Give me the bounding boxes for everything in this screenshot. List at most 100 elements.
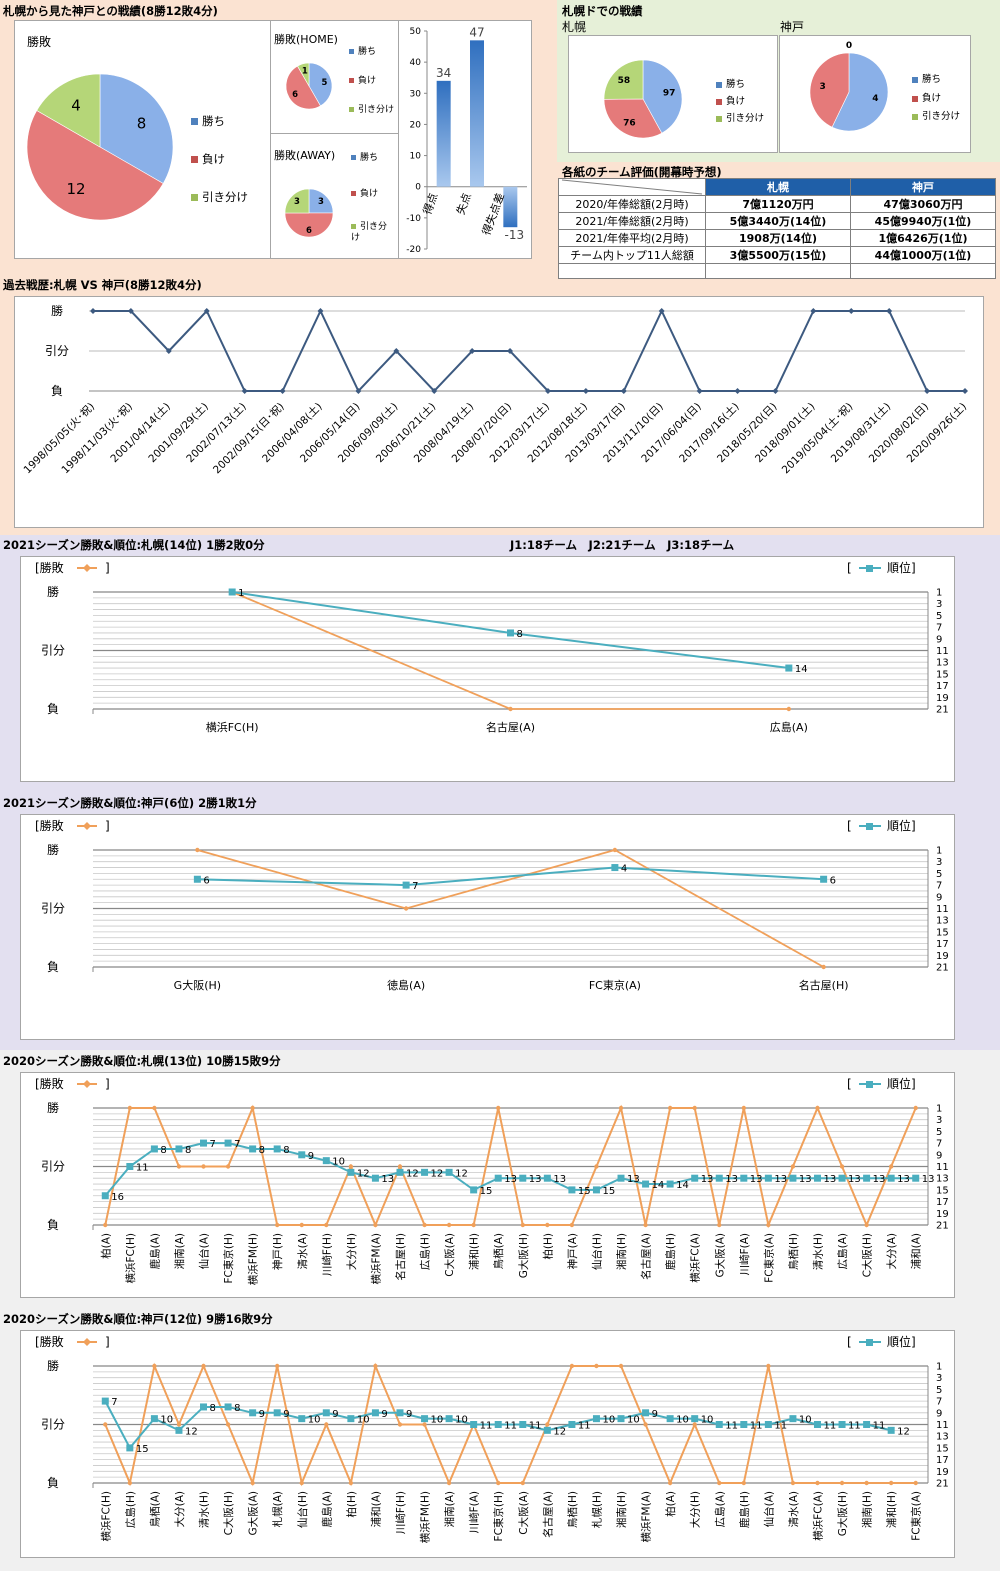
- y-result-label: 引分: [41, 1160, 65, 1174]
- season-2021-sapporo-title: 2021シーズン勝敗&順位:札幌(14位) 1勝2敗0分: [3, 538, 265, 552]
- rank-tick-label: 3: [936, 1115, 942, 1126]
- away-pie-chart: 3 6 3: [284, 188, 334, 238]
- legend-result-marker: [83, 1338, 91, 1346]
- rank-value-label: 13: [823, 1174, 836, 1185]
- rank-tick-label: 7: [936, 881, 942, 892]
- rank-value-label: 15: [136, 1444, 149, 1455]
- legend-label: 引き分け: [351, 222, 388, 243]
- x-category-label: 横浜FM(A): [640, 1491, 653, 1542]
- bar-value-label: -13: [505, 228, 525, 242]
- legend-draw-label: 引き分け: [202, 190, 248, 204]
- result-point: [152, 1105, 157, 1111]
- x-date-label: 2002/09/15(日･祝): [210, 400, 286, 476]
- result-series-line: [104, 1362, 916, 1487]
- result-point: [201, 1164, 206, 1169]
- x-category-label: G大阪(H): [517, 1233, 530, 1278]
- x-category-label: 浦和(A): [910, 1233, 923, 1269]
- rank-value-label: 10: [332, 1157, 345, 1168]
- result-point: [225, 1422, 231, 1427]
- legend-label: 負け: [360, 189, 379, 199]
- legend-label: 勝ち: [360, 153, 379, 163]
- x-category-label: FC東京(H): [222, 1233, 235, 1283]
- legend-result-label: [勝敗: [35, 818, 64, 833]
- rank-point: [445, 1168, 453, 1176]
- x-category-label: 横浜FC(H): [206, 720, 259, 734]
- pie-slice-draw: [284, 188, 310, 214]
- rank-point: [611, 864, 619, 872]
- rank-tick-label: 5: [936, 1127, 942, 1138]
- result-point: [446, 1222, 452, 1228]
- rank-value-label: 15: [578, 1186, 591, 1197]
- dome-sapporo-label: 札幌: [562, 20, 587, 34]
- legend-label: 引き分け: [358, 105, 395, 115]
- x-category-label: 神戸(A): [566, 1233, 579, 1269]
- x-category-label: 鳥栖(A): [492, 1233, 505, 1269]
- result-point: [152, 1363, 157, 1369]
- rank-tick-label: 17: [936, 681, 949, 692]
- y-label: 勝: [51, 303, 63, 318]
- result-point: [913, 1105, 918, 1111]
- x-category-label: 横浜FM(H): [419, 1491, 432, 1543]
- rank-point: [691, 1174, 699, 1182]
- result-point: [618, 1105, 624, 1111]
- x-category-label: 鹿島(H): [664, 1233, 677, 1270]
- rank-point: [740, 1174, 748, 1182]
- rank-point: [421, 1168, 429, 1176]
- rank-point: [715, 1421, 723, 1428]
- rank-tick-label: 15: [936, 1443, 949, 1454]
- rank-point: [101, 1397, 109, 1405]
- total-pie-title: 勝敗: [27, 35, 52, 49]
- rank-tick-label: 13: [936, 1432, 949, 1443]
- rank-tick-label: 1: [936, 588, 942, 599]
- rank-tick-label: 13: [936, 658, 949, 669]
- result-point: [612, 847, 618, 853]
- result-point: [250, 1105, 255, 1111]
- rank-point: [519, 1174, 527, 1182]
- y-result-label: 負: [47, 1476, 59, 1490]
- rank-tick-label: 1: [936, 1104, 942, 1115]
- dome-kobe-label: 神戸: [780, 20, 805, 34]
- rank-point: [785, 664, 793, 672]
- result-point: [274, 1363, 280, 1369]
- x-category-label: 浦和(H): [468, 1233, 481, 1270]
- x-category-label: 大分(A): [885, 1233, 898, 1269]
- home-pie-chart: 5 6 1: [285, 62, 333, 110]
- x-date-label: 1998/11/03(火･祝): [59, 400, 135, 476]
- rank-value-label: 9: [308, 1151, 314, 1162]
- result-point: [692, 1105, 697, 1111]
- x-category-label: 仙台(A): [198, 1233, 211, 1269]
- y-result-label: 勝: [47, 1100, 59, 1115]
- loss-swatch: [351, 191, 356, 196]
- rank-tick-label: 9: [936, 1408, 942, 1419]
- rank-value-label: 15: [480, 1186, 493, 1197]
- rank-value-label: 8: [160, 1145, 166, 1156]
- rank-value-label: 9: [283, 1409, 289, 1420]
- rank-point: [887, 1426, 895, 1434]
- rank-tick-label: 19: [936, 693, 949, 704]
- row-sapporo: 3億5500万(15位): [705, 246, 851, 264]
- empty-cell: [850, 263, 996, 279]
- season-2021-kobe-title: 2021シーズン勝敗&順位:神戸(6位) 2勝1敗1分: [3, 796, 257, 810]
- draw-swatch: [716, 115, 722, 122]
- dome-k-legend-win: 勝ち: [912, 71, 941, 85]
- rank-point: [200, 1139, 208, 1147]
- history-point: [848, 308, 855, 314]
- dome-kobe-pie: 4 3 0: [809, 41, 889, 132]
- rank-point: [371, 1174, 379, 1182]
- rank-value-label: 6: [203, 875, 209, 886]
- season-2020-kobe-panel: 1 3 5 7 9 11 13 15 17 19 21 勝引分負 [勝敗][順位] 7 15 10 12 8 8 9 9…: [20, 1330, 955, 1558]
- x-category-label: 鳥栖(A): [148, 1491, 161, 1527]
- row-kobe: 47億3060万円: [850, 195, 996, 213]
- rank-value-label: 9: [652, 1409, 658, 1420]
- legend-draw: 引き分け: [191, 189, 248, 205]
- legend-label: 勝ち: [726, 79, 746, 90]
- rank-point: [445, 1415, 453, 1423]
- rank-point: [912, 1174, 920, 1182]
- rank-series-line: [197, 866, 824, 887]
- rank-point: [421, 1415, 429, 1423]
- result-point: [496, 1105, 501, 1111]
- rank-point: [150, 1145, 158, 1153]
- x-category-label: 横浜FC(A): [689, 1233, 702, 1283]
- season-2020-sapporo-title: 2020シーズン勝敗&順位:札幌(13位) 10勝15敗9分: [3, 1054, 281, 1068]
- rank-value-label: 10: [431, 1415, 444, 1426]
